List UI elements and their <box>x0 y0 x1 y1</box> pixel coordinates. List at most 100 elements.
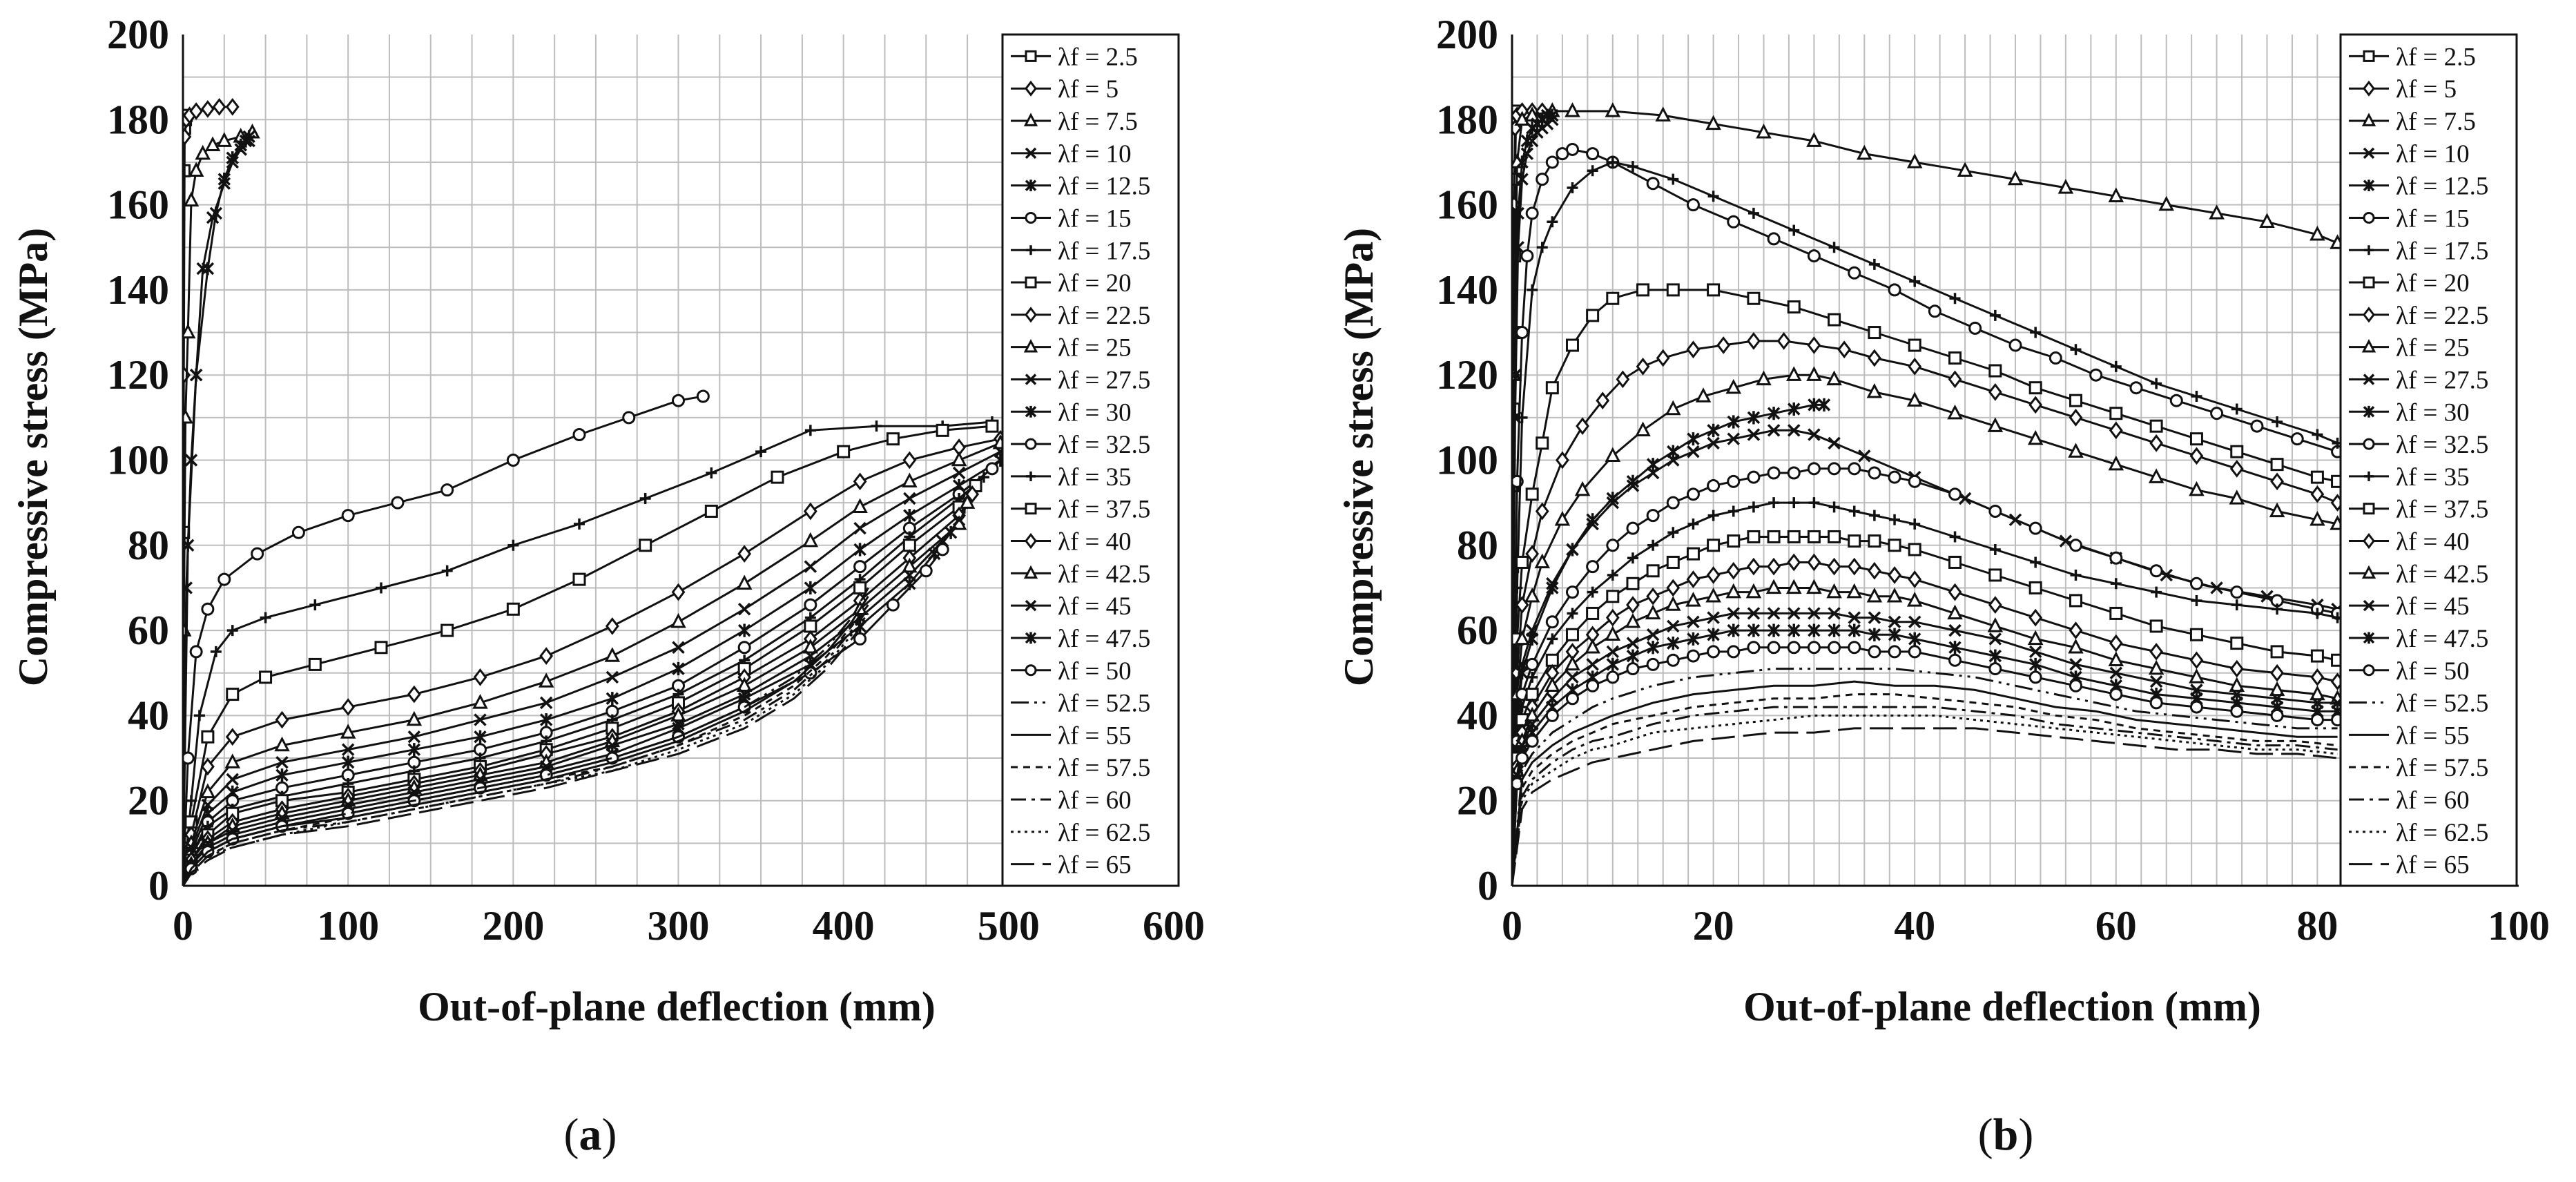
series-marker <box>952 513 966 527</box>
series-marker <box>1828 607 1841 620</box>
series-marker <box>1948 583 1962 601</box>
legend-box <box>1001 33 1180 887</box>
series-marker <box>2057 179 2074 194</box>
series-marker <box>1687 632 1700 646</box>
legend-entry: λf = 32.5 <box>2349 431 2488 459</box>
series-marker <box>224 753 241 768</box>
series-marker <box>2191 594 2202 606</box>
series-line <box>183 608 869 886</box>
series-marker <box>407 685 421 704</box>
legend-marker-swatch <box>1025 405 1037 418</box>
legend-entry: λf = 17.5 <box>1011 237 1150 265</box>
y-tick-label: 60 <box>1457 608 1498 653</box>
series-marker <box>1947 404 1963 420</box>
series-marker <box>1707 191 1719 202</box>
series-marker <box>1636 358 1650 376</box>
legend-entry: λf = 25 <box>1011 334 1132 362</box>
series-marker <box>440 483 454 497</box>
series-marker <box>965 485 980 503</box>
series-marker <box>341 509 355 523</box>
series-marker <box>1695 387 1712 403</box>
series-marker <box>2189 577 2203 590</box>
series-marker <box>2309 225 2325 241</box>
legend-entry: λf = 37.5 <box>1011 496 1150 524</box>
series-marker <box>2189 447 2204 465</box>
y-tick-label: 120 <box>1436 352 1498 398</box>
series-marker <box>1787 553 1801 572</box>
series-65 <box>183 617 869 886</box>
series-marker <box>1707 539 1721 552</box>
series-marker <box>1806 366 1822 381</box>
series-marker <box>1988 662 2002 676</box>
y-tick-label: 40 <box>128 692 169 738</box>
series-marker <box>1626 662 1640 676</box>
series-marker <box>2069 621 2083 639</box>
series-marker <box>959 494 976 509</box>
legend-label: λf = 17.5 <box>2396 237 2488 265</box>
legend-marker-swatch <box>1025 50 1037 62</box>
series-marker <box>183 581 193 594</box>
series-marker <box>1727 534 1741 548</box>
series-marker <box>538 672 554 688</box>
series-marker <box>1536 173 1549 186</box>
y-tick-label: 120 <box>107 352 169 398</box>
legend-label: λf = 30 <box>2396 398 2470 427</box>
series-marker <box>1686 649 1700 663</box>
legend-label: λf = 65 <box>1058 851 1132 880</box>
series-55 <box>1512 680 2338 886</box>
series-marker <box>2149 643 2164 661</box>
series-marker <box>1908 570 1922 588</box>
series-marker <box>1727 505 1739 517</box>
series-marker <box>1788 623 1801 637</box>
series-marker <box>2149 434 2164 452</box>
series-marker <box>1889 514 1901 525</box>
series-marker <box>1868 534 1881 548</box>
legend-label: λf = 20 <box>1058 269 1132 298</box>
legend-entry: λf = 5 <box>2349 75 2457 104</box>
series-marker <box>1716 336 1731 354</box>
series-marker <box>1727 215 1741 229</box>
series-marker <box>1686 198 1700 212</box>
legend-label: λf = 62.5 <box>1058 819 1150 847</box>
series-marker <box>1525 487 1539 501</box>
series-5 <box>183 97 240 886</box>
series-marker <box>2331 653 2341 667</box>
y-tick-label: 80 <box>128 523 169 568</box>
series-marker <box>1525 734 1539 748</box>
series-marker <box>1585 638 1600 654</box>
series-marker <box>200 783 216 799</box>
series-marker <box>1707 510 1719 521</box>
legend-marker-swatch <box>2363 147 2375 159</box>
legend-entry: λf = 52.5 <box>2349 690 2488 718</box>
y-tick-label: 40 <box>1457 692 1498 738</box>
series-marker <box>1707 628 1720 641</box>
series-marker <box>1747 623 1761 637</box>
series-marker <box>1565 692 1579 706</box>
series-marker <box>1520 134 1534 148</box>
series-marker <box>1785 366 1802 381</box>
series-marker <box>1948 351 1962 365</box>
series-marker <box>985 462 999 476</box>
series-marker <box>1616 370 1630 389</box>
legend-label: λf = 35 <box>2396 463 2470 492</box>
series-marker <box>1767 557 1781 576</box>
series-marker <box>1707 436 1720 450</box>
series-marker <box>804 560 817 573</box>
series-marker <box>1626 649 1640 663</box>
series-marker <box>1808 607 1821 620</box>
series-marker <box>242 130 255 144</box>
panel-a-caption: (a) <box>564 1110 617 1160</box>
series-marker <box>1546 581 1559 595</box>
series-marker <box>1512 119 1522 137</box>
legend-label: λf = 45 <box>1058 592 1132 621</box>
series-marker <box>1928 304 1941 318</box>
series-60 <box>1512 706 2338 886</box>
legend-marker-swatch <box>1025 532 1037 550</box>
series-marker <box>1646 177 1660 191</box>
series-marker <box>1808 497 1820 509</box>
series-marker <box>1567 182 1578 193</box>
series-marker <box>1514 110 1530 126</box>
series-marker <box>2259 213 2275 228</box>
legend-entry: λf = 32.5 <box>1011 431 1150 459</box>
panel-b-caption: (b) <box>1978 1110 2034 1160</box>
